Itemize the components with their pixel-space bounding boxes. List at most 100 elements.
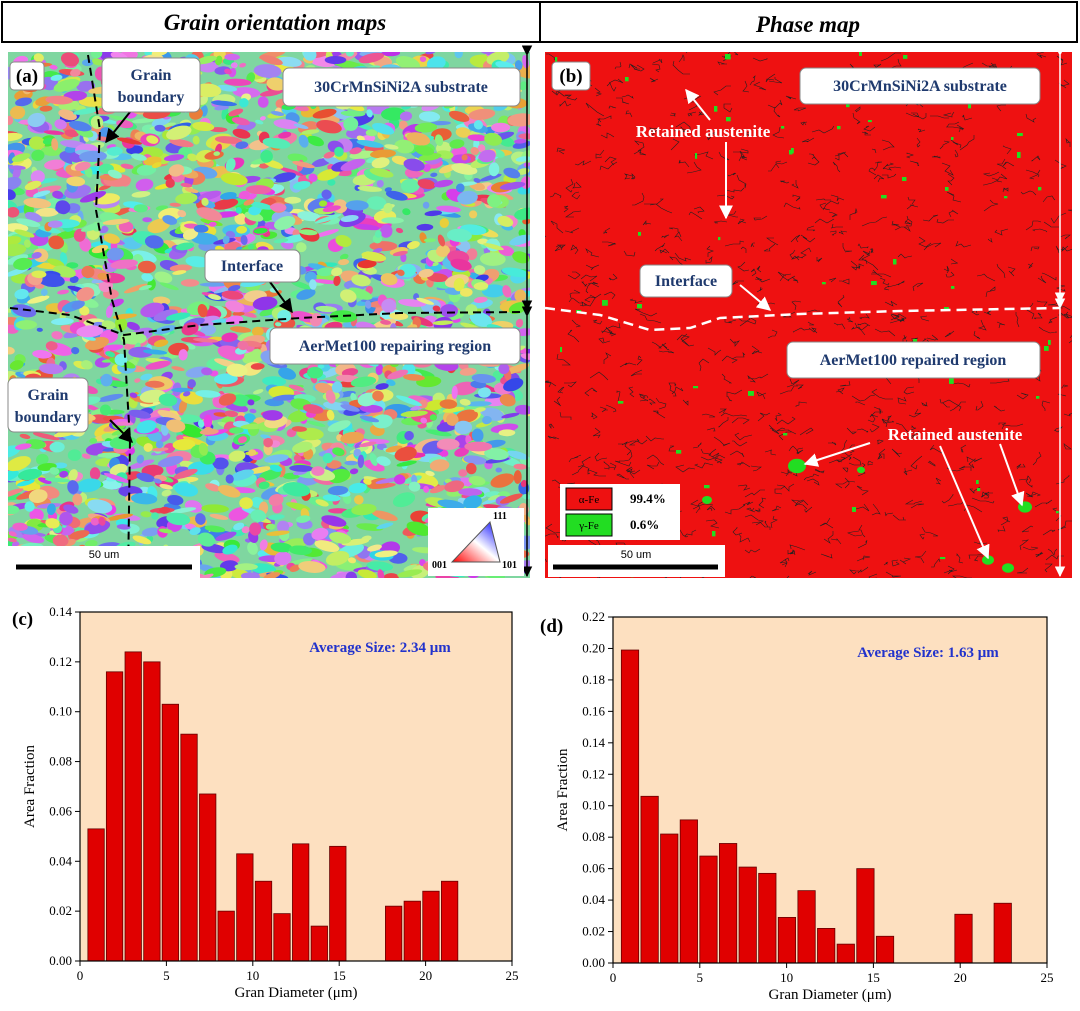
grain bbox=[118, 221, 134, 233]
grain bbox=[247, 399, 255, 406]
austenite bbox=[868, 120, 872, 123]
grain bbox=[278, 367, 297, 380]
grain bbox=[501, 412, 520, 419]
grain bbox=[178, 399, 188, 414]
grain bbox=[32, 432, 60, 441]
grain bbox=[39, 105, 53, 112]
grain bbox=[414, 145, 435, 156]
austenite bbox=[977, 488, 981, 492]
grain bbox=[249, 201, 274, 210]
grain bbox=[418, 111, 441, 122]
grain bbox=[353, 448, 362, 457]
grain bbox=[232, 128, 251, 139]
austenite bbox=[976, 480, 979, 485]
grain bbox=[197, 303, 208, 318]
annotation-arrow bbox=[109, 419, 133, 443]
grain bbox=[33, 53, 44, 63]
grain bbox=[105, 351, 116, 358]
grain bbox=[432, 320, 454, 326]
grain bbox=[324, 56, 347, 64]
grain bbox=[146, 135, 159, 144]
grain bbox=[425, 52, 436, 55]
grain bbox=[483, 243, 504, 251]
grain bbox=[262, 410, 283, 421]
austenite bbox=[712, 531, 716, 537]
grain bbox=[248, 466, 271, 474]
x-tick-label: 10 bbox=[246, 968, 259, 983]
header-right: Phase map bbox=[755, 12, 860, 37]
grain bbox=[436, 438, 460, 450]
grain bbox=[473, 265, 486, 275]
grain bbox=[439, 218, 450, 228]
grain bbox=[380, 319, 392, 325]
bar bbox=[403, 900, 421, 962]
grain bbox=[480, 173, 502, 182]
grain bbox=[201, 504, 229, 513]
grain bbox=[178, 349, 188, 361]
grain bbox=[269, 203, 287, 212]
grain bbox=[279, 167, 304, 176]
grain bbox=[394, 474, 406, 485]
grain bbox=[165, 178, 175, 188]
austenite bbox=[748, 391, 754, 396]
grain bbox=[8, 346, 15, 355]
grain bbox=[54, 119, 67, 130]
grain bbox=[429, 485, 447, 494]
grain bbox=[369, 241, 398, 252]
grain bbox=[126, 321, 140, 331]
scale-label: 50 um bbox=[89, 549, 120, 561]
austenite bbox=[881, 195, 887, 199]
grain bbox=[153, 309, 178, 322]
grain bbox=[97, 393, 124, 402]
grain bbox=[470, 147, 479, 155]
grain bbox=[466, 248, 478, 261]
grain bbox=[513, 470, 522, 484]
panel-label: (c) bbox=[12, 609, 33, 630]
austenite bbox=[903, 55, 908, 59]
grain bbox=[323, 401, 348, 411]
grain bbox=[490, 473, 515, 488]
grain bbox=[312, 108, 337, 119]
grain bbox=[316, 119, 342, 134]
legend-name: γ-Fe bbox=[578, 520, 599, 532]
grain bbox=[430, 172, 438, 178]
grain bbox=[422, 201, 430, 209]
grain bbox=[180, 182, 193, 188]
bar bbox=[620, 649, 640, 964]
x-tick-label: 20 bbox=[419, 968, 432, 983]
grain bbox=[369, 452, 378, 466]
austenite bbox=[1004, 196, 1008, 199]
grain bbox=[402, 208, 411, 216]
panel-label: (d) bbox=[540, 616, 563, 637]
grain bbox=[436, 205, 462, 213]
grain bbox=[429, 459, 450, 472]
grain bbox=[159, 506, 171, 514]
grain bbox=[424, 399, 446, 411]
grain bbox=[234, 563, 258, 571]
grain bbox=[376, 456, 391, 466]
grain bbox=[247, 541, 258, 555]
grain bbox=[255, 119, 264, 125]
grain bbox=[192, 121, 215, 132]
ipf-label: 101 bbox=[502, 560, 517, 571]
grain bbox=[45, 341, 58, 351]
grain bbox=[162, 215, 178, 225]
interface-line bbox=[544, 306, 1061, 332]
grain bbox=[110, 259, 138, 269]
annotation: 30CrMnSiNi2A substrate bbox=[833, 78, 1007, 95]
scale-label: 50 um bbox=[621, 549, 652, 561]
grain bbox=[196, 207, 223, 221]
grain bbox=[471, 373, 496, 384]
grain bbox=[325, 390, 336, 404]
austenite bbox=[1056, 511, 1059, 514]
grain bbox=[273, 317, 296, 331]
grain bbox=[140, 511, 152, 518]
grain bbox=[397, 269, 405, 276]
grain bbox=[103, 472, 130, 484]
grain bbox=[273, 238, 289, 244]
grain bbox=[446, 228, 472, 243]
grain bbox=[395, 395, 423, 407]
grain bbox=[292, 180, 311, 190]
grain bbox=[473, 296, 488, 303]
grain bbox=[406, 132, 431, 146]
